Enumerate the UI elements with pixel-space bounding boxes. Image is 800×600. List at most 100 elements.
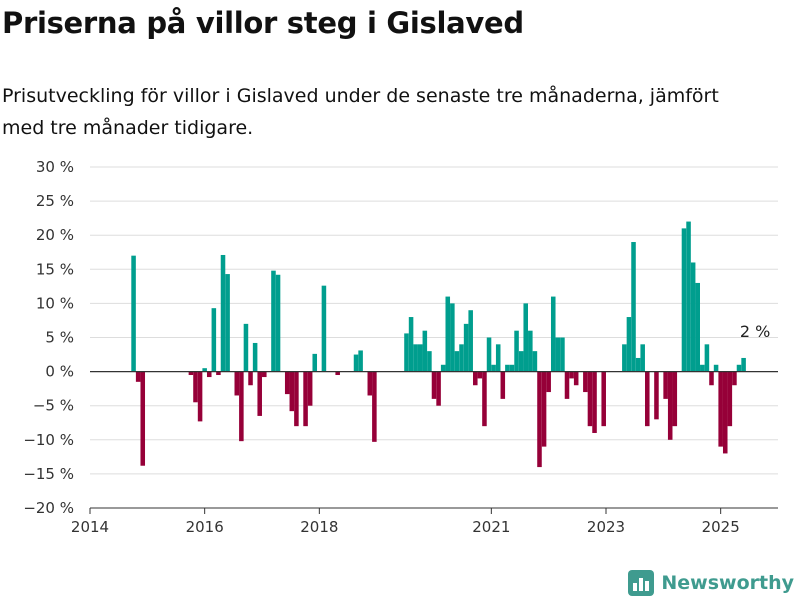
bar: [482, 371, 487, 427]
bar: [681, 228, 687, 372]
bar: [450, 303, 455, 372]
bar: [695, 282, 700, 372]
bar: [307, 371, 313, 406]
bar: [303, 371, 308, 427]
bar: [587, 371, 593, 427]
bar: [592, 371, 597, 433]
bar: [640, 344, 645, 372]
bar: [294, 371, 299, 427]
bar: [626, 317, 632, 372]
y-tick-label: 30 %: [36, 158, 74, 176]
y-tick-label: 0 %: [45, 363, 74, 381]
bar: [422, 330, 428, 372]
bar: [718, 371, 723, 447]
latest-value-label: 2 %: [740, 322, 770, 341]
bar: [248, 371, 253, 386]
bar: [569, 371, 574, 379]
bar: [635, 357, 641, 372]
bar-chart-logo-icon: [628, 570, 655, 596]
bar: [537, 371, 542, 468]
bar: [546, 371, 551, 393]
bar: [486, 337, 492, 372]
bar: [225, 274, 230, 372]
brand-name: Newsworthy: [661, 572, 794, 594]
bar: [495, 344, 501, 372]
bar: [667, 371, 673, 440]
x-tick-label: 2021: [472, 518, 510, 536]
bar: [211, 308, 217, 372]
y-tick-label: −5 %: [33, 397, 74, 415]
y-tick-label: −15 %: [23, 465, 74, 483]
chart-subtitle: Prisutveckling för villor i Gislaved und…: [2, 85, 719, 139]
bar: [532, 351, 538, 372]
bar: [704, 344, 710, 372]
bar: [573, 371, 579, 386]
bar: [271, 270, 276, 372]
bar: [509, 364, 515, 372]
y-tick-label: −20 %: [23, 499, 74, 517]
bar: [505, 364, 510, 372]
bar: [654, 371, 659, 420]
axes: [89, 371, 778, 514]
bar: [197, 371, 203, 422]
chart-title: Priserna på villor steg i Gislaved: [2, 6, 524, 40]
bar: [358, 350, 363, 372]
y-tick-label: 15 %: [36, 260, 74, 278]
bar: [312, 353, 318, 372]
bar: [372, 371, 377, 442]
bar: [491, 364, 496, 372]
bar: [206, 371, 212, 378]
bar: [601, 371, 606, 427]
bar: [514, 330, 519, 372]
bar: [243, 323, 249, 372]
bar: [500, 371, 506, 399]
y-tick-label: 10 %: [36, 294, 74, 312]
bar: [252, 342, 258, 372]
y-tick-label: −10 %: [23, 431, 74, 449]
x-tick-label: 2018: [300, 518, 338, 536]
bar: [404, 333, 409, 372]
x-tick-label: 2025: [702, 518, 740, 536]
bar: [445, 296, 451, 372]
bar: [523, 303, 528, 372]
y-tick-label: 25 %: [36, 192, 74, 210]
bar: [550, 296, 556, 372]
bar: [686, 221, 691, 372]
bar: [541, 371, 547, 447]
bar: [741, 357, 746, 372]
bar: [645, 371, 650, 427]
y-tick-label: 5 %: [45, 329, 74, 347]
bar: [583, 371, 588, 393]
bar: [275, 274, 281, 372]
bar: [413, 344, 418, 372]
bar: [709, 371, 714, 386]
bar: [131, 255, 136, 372]
bar: [727, 371, 733, 427]
bar: [257, 371, 262, 416]
bar: [335, 371, 340, 376]
bar: [473, 371, 478, 386]
bar: [463, 323, 469, 372]
bar: [672, 371, 678, 427]
tick-labels: 30 % 25 % 20 % 15 % 10 % 5 % 0 % −5 % −10 % −15 %…: [23, 158, 770, 536]
bar: [564, 371, 570, 399]
bar: [468, 310, 473, 372]
bar: [518, 351, 524, 372]
bar: [321, 285, 327, 372]
bar: [555, 337, 561, 372]
x-tick-label: 2023: [587, 518, 625, 536]
bar: [560, 337, 565, 372]
bar: [427, 351, 432, 372]
y-tick-label: 20 %: [36, 226, 74, 244]
bar: [690, 262, 696, 372]
x-tick-label: 2014: [71, 518, 109, 536]
bar: [188, 371, 194, 376]
bar-series: [131, 221, 746, 468]
bar: [140, 371, 146, 466]
bar: [436, 371, 441, 406]
bar: [193, 371, 198, 403]
brand-logo: Newsworthy: [628, 570, 794, 596]
bar: [262, 371, 267, 378]
bar: [713, 364, 719, 372]
bar: [417, 344, 423, 372]
